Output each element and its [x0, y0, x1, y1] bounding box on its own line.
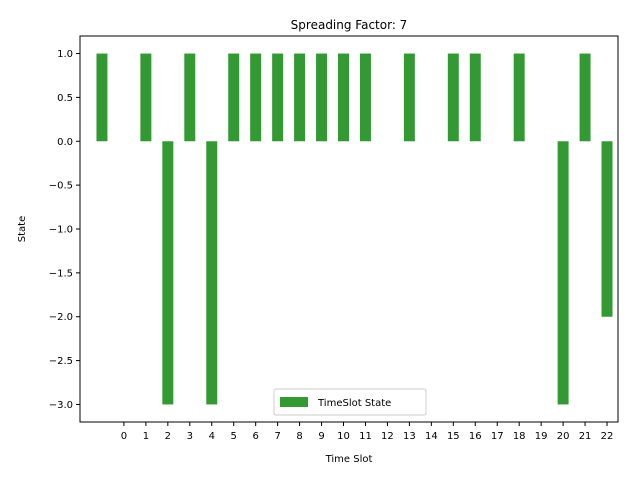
- bar: [338, 53, 349, 142]
- bar: [601, 141, 613, 317]
- legend-frame: [273, 388, 427, 416]
- x-tick-label: 16: [469, 431, 482, 442]
- bar: [96, 53, 108, 142]
- x-tick-label: 13: [403, 431, 416, 442]
- x-tick-label: 11: [359, 431, 372, 442]
- x-tick-label: 9: [318, 431, 324, 442]
- bar: [228, 53, 240, 142]
- y-tick-label: −2.5: [49, 356, 73, 367]
- x-tick-label: 3: [187, 431, 193, 442]
- x-tick-label: 2: [165, 431, 171, 442]
- y-tick-label: −1.5: [49, 268, 73, 279]
- x-tick-label: 7: [274, 431, 280, 442]
- y-tick-label: −1.0: [49, 225, 73, 236]
- x-tick-label: 0: [121, 431, 127, 442]
- x-axis-label: Time Slot: [325, 454, 373, 465]
- y-tick-label: 1.0: [57, 49, 73, 60]
- y-axis-ticks: −3.0 −2.5 −2.0 −1.5 −1.0 −0.5 0.0 0.5 1.0: [49, 49, 80, 411]
- x-tick-label: 12: [381, 431, 394, 442]
- bar: [184, 53, 196, 142]
- bar: [250, 53, 262, 142]
- x-tick-label: 5: [231, 431, 237, 442]
- x-tick-label: 6: [252, 431, 258, 442]
- y-tick-label: −2.0: [49, 312, 73, 323]
- x-tick-label: 15: [447, 431, 460, 442]
- bar: [557, 141, 569, 405]
- bar: [294, 53, 306, 142]
- bar: [162, 141, 174, 405]
- y-axis-label: State: [17, 216, 28, 242]
- bars-group: [96, 53, 613, 405]
- x-tick-label: 17: [491, 431, 504, 442]
- bar: [272, 53, 284, 142]
- bar: [513, 53, 525, 142]
- legend-swatch: [280, 397, 308, 407]
- legend-label: TimeSlot State: [317, 398, 391, 409]
- x-tick-label: 20: [557, 431, 570, 442]
- x-tick-label: 19: [535, 431, 548, 442]
- x-axis-ticks: 0 1 2 3 4 5 6 7 8 9 10 11 12 13 14 15 16 17 18 19 20 21 22: [121, 422, 614, 442]
- bar: [579, 53, 591, 142]
- x-tick-label: 14: [425, 431, 438, 442]
- bar: [403, 53, 415, 142]
- y-tick-label: −3.0: [49, 400, 73, 411]
- bar: [447, 53, 459, 142]
- y-tick-label: 0.0: [57, 137, 73, 148]
- bar: [469, 53, 481, 142]
- x-tick-label: 8: [296, 431, 302, 442]
- x-tick-label: 21: [579, 431, 592, 442]
- bar: [359, 53, 371, 142]
- y-tick-label: 0.5: [57, 93, 73, 104]
- x-tick-label: 1: [143, 431, 149, 442]
- chart-title: Spreading Factor: 7: [291, 18, 408, 32]
- x-tick-label: 22: [601, 431, 614, 442]
- plot-frame: [79, 35, 619, 423]
- x-tick-label: 18: [513, 431, 526, 442]
- bar: [140, 53, 152, 142]
- x-tick-label: 4: [209, 431, 215, 442]
- bar: [316, 53, 328, 142]
- bar: [206, 141, 218, 405]
- y-tick-label: −0.5: [49, 181, 73, 192]
- legend: TimeSlot State: [273, 388, 427, 416]
- x-tick-label: 10: [337, 431, 350, 442]
